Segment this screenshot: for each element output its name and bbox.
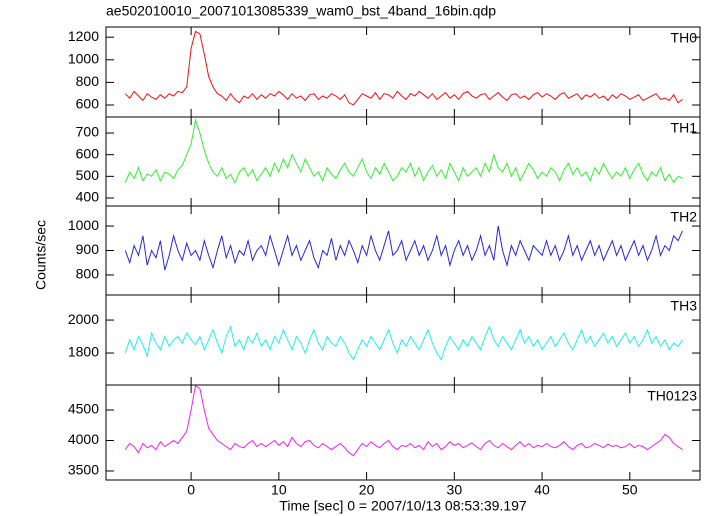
- chart-title: ae502010010_20071013085339_wam0_bst_4ban…: [106, 3, 496, 19]
- panel-label: TH1: [671, 120, 698, 136]
- y-tick-label: 1000: [68, 50, 99, 66]
- panel-frame: [105, 384, 701, 481]
- y-tick-label: 900: [76, 241, 100, 257]
- series-line: [124, 385, 683, 457]
- y-tick-label: 4000: [68, 431, 99, 447]
- y-tick-label: 1000: [68, 217, 99, 233]
- y-tick-label: 1200: [68, 28, 99, 44]
- panel-label: TH0: [671, 30, 698, 46]
- y-tick-label: 1800: [68, 344, 99, 360]
- panel-label: TH0123: [647, 388, 697, 404]
- series-line: [124, 118, 683, 184]
- x-tick-label: 30: [447, 482, 463, 498]
- series-line: [124, 30, 683, 106]
- y-tick-label: 400: [76, 189, 100, 205]
- x-axis-label: Time [sec] 0 = 2007/10/13 08:53:39.197: [279, 498, 527, 514]
- series-line: [124, 225, 683, 271]
- y-tick-label: 500: [76, 167, 100, 183]
- y-axis-label: Counts/sec: [33, 220, 49, 290]
- y-tick-label: 600: [76, 96, 100, 112]
- x-tick-label: 20: [359, 482, 375, 498]
- x-tick-label: 10: [271, 482, 287, 498]
- y-tick-label: 3500: [68, 462, 99, 478]
- panel-frame: [105, 294, 701, 386]
- y-tick-label: 700: [76, 124, 100, 140]
- x-tick-label: 50: [622, 482, 638, 498]
- x-tick-label: 0: [187, 482, 195, 498]
- series-line: [124, 325, 683, 361]
- panel-label: TH2: [671, 209, 698, 225]
- y-tick-label: 800: [76, 73, 100, 89]
- x-tick-label: 40: [534, 482, 550, 498]
- panel-frame: [105, 26, 701, 118]
- panel-frame: [105, 116, 701, 207]
- y-tick-label: 600: [76, 145, 100, 161]
- y-tick-label: 2000: [68, 311, 99, 327]
- panel-label: TH3: [671, 298, 698, 314]
- y-tick-label: 4500: [68, 401, 99, 417]
- y-tick-label: 800: [76, 266, 100, 282]
